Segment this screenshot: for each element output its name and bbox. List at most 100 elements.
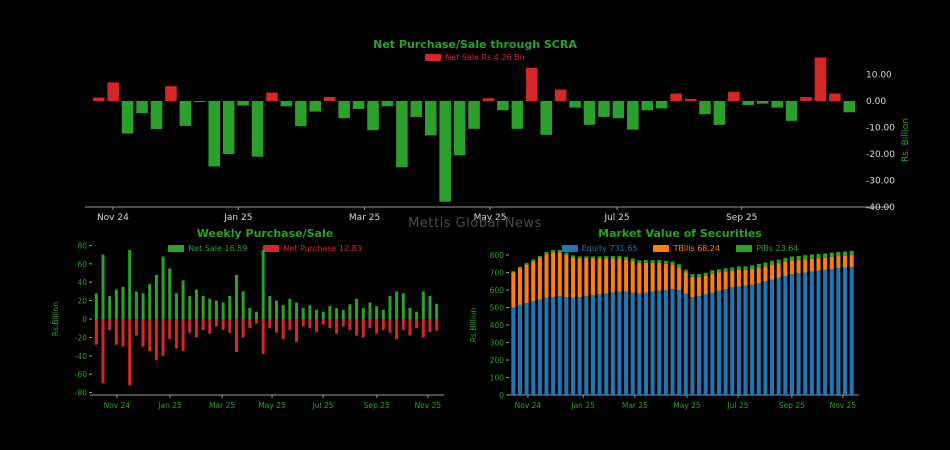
bar-segment-tbills (789, 260, 794, 275)
bar-segment-tbills (511, 272, 516, 308)
bar-segment-pibs (590, 256, 595, 259)
bar-sale (421, 291, 425, 319)
x-tick-label: Jan 25 (157, 401, 182, 410)
bar-sale (181, 280, 185, 319)
bar-purchase (228, 319, 232, 333)
bar (453, 101, 466, 156)
bar (295, 101, 307, 127)
bar-segment-tbills (770, 264, 775, 280)
bar-segment-tbills (590, 258, 595, 296)
bar-segment-pibs (776, 259, 781, 264)
x-tick-label: May 25 (673, 401, 701, 410)
bar-sale (321, 311, 325, 319)
bar-segment-tbills (803, 259, 808, 273)
bar-purchase (428, 319, 432, 332)
bar-sale (308, 305, 312, 319)
bar-purchase (435, 319, 439, 331)
bar-purchase (94, 319, 98, 345)
bar-segment-pibs (637, 260, 642, 263)
bar-segment-tbills (537, 257, 542, 300)
x-tick-label: Mar 25 (209, 401, 235, 410)
x-tick-label: Jul 25 (312, 401, 334, 410)
bar-purchase (214, 319, 218, 327)
bar-segment-equity (776, 277, 781, 395)
bar (554, 89, 567, 101)
bar-segment-pibs (750, 265, 755, 269)
bar-sale (435, 303, 439, 319)
x-tick-label: Mar 25 (349, 213, 380, 223)
legend-label: TBills 68.24 (673, 244, 721, 253)
bar-segment-equity (736, 286, 741, 395)
bar (396, 101, 408, 168)
bar-segment-tbills (644, 262, 649, 293)
bar-segment-equity (796, 273, 801, 395)
bar-segment-equity (750, 284, 755, 395)
bar-purchase (335, 319, 339, 334)
scra-chart-title: Net Purchase/Sale through SCRA (373, 38, 577, 51)
bar-segment-tbills (756, 267, 761, 283)
legend-item: PIBs 23.64 (736, 244, 798, 253)
bar-segment-pibs (537, 255, 542, 258)
x-tick-label: May 25 (258, 401, 286, 410)
bar-purchase (108, 319, 112, 331)
bar (165, 86, 177, 101)
bar-segment-equity (517, 304, 522, 395)
bar-segment-tbills (816, 258, 821, 271)
bar (323, 97, 336, 101)
bar-purchase (261, 319, 265, 354)
bar-segment-equity (770, 279, 775, 395)
bar-sale (348, 304, 352, 319)
bar-segment-pibs (564, 252, 569, 255)
legend-item: TBills 68.24 (653, 244, 720, 253)
bar-purchase (128, 319, 132, 386)
bar-sale (214, 300, 218, 319)
bar-purchase (288, 319, 292, 331)
bar (785, 101, 798, 121)
x-tick-label: Jan 25 (570, 401, 595, 410)
bar-segment-pibs (624, 256, 629, 260)
bar-sale (355, 298, 359, 319)
bar (771, 101, 783, 108)
bar (482, 98, 495, 101)
bar (309, 101, 322, 112)
bar-segment-equity (670, 289, 675, 395)
bar (843, 101, 856, 113)
bar-segment-tbills (517, 268, 522, 305)
bar-sale (141, 293, 145, 319)
bar-purchase (194, 319, 198, 338)
legend-swatch-icon (561, 245, 578, 252)
bar-sale (114, 289, 118, 319)
bar-sale (428, 296, 432, 319)
bar-segment-tbills (763, 266, 768, 282)
bar-sale (248, 307, 252, 319)
legend-label: Net Sale Rs 4.26 Bn (445, 53, 525, 62)
bar-segment-tbills (697, 276, 702, 297)
weekly-chart-legend: Net Sale 16.59 Net Purchase 12.83 (60, 244, 470, 253)
bar-segment-equity (657, 290, 662, 395)
bar-purchase (381, 319, 385, 331)
bar-segment-equity (836, 268, 841, 395)
legend-swatch-icon (168, 245, 185, 252)
bar-purchase (315, 319, 319, 332)
bar-purchase (275, 319, 279, 333)
bar-segment-tbills (736, 269, 741, 287)
bar-sale (375, 306, 379, 319)
bar-segment-pibs (803, 255, 808, 260)
bar-purchase (421, 319, 425, 338)
legend-swatch-icon (263, 245, 280, 252)
bar (194, 101, 206, 103)
bar-sale (275, 300, 279, 319)
y-tick-label: 0.00 (866, 97, 886, 107)
bar-segment-equity (531, 301, 536, 395)
bar-purchase (281, 319, 285, 340)
bar-purchase (268, 319, 272, 329)
bar (829, 93, 841, 101)
bar (93, 97, 105, 101)
bar-purchase (248, 319, 252, 329)
bar-segment-tbills (657, 262, 662, 291)
bar (280, 101, 293, 107)
bar-segment-tbills (723, 271, 728, 290)
bar-sale (194, 289, 198, 319)
x-tick-label: Jan 25 (223, 213, 252, 223)
